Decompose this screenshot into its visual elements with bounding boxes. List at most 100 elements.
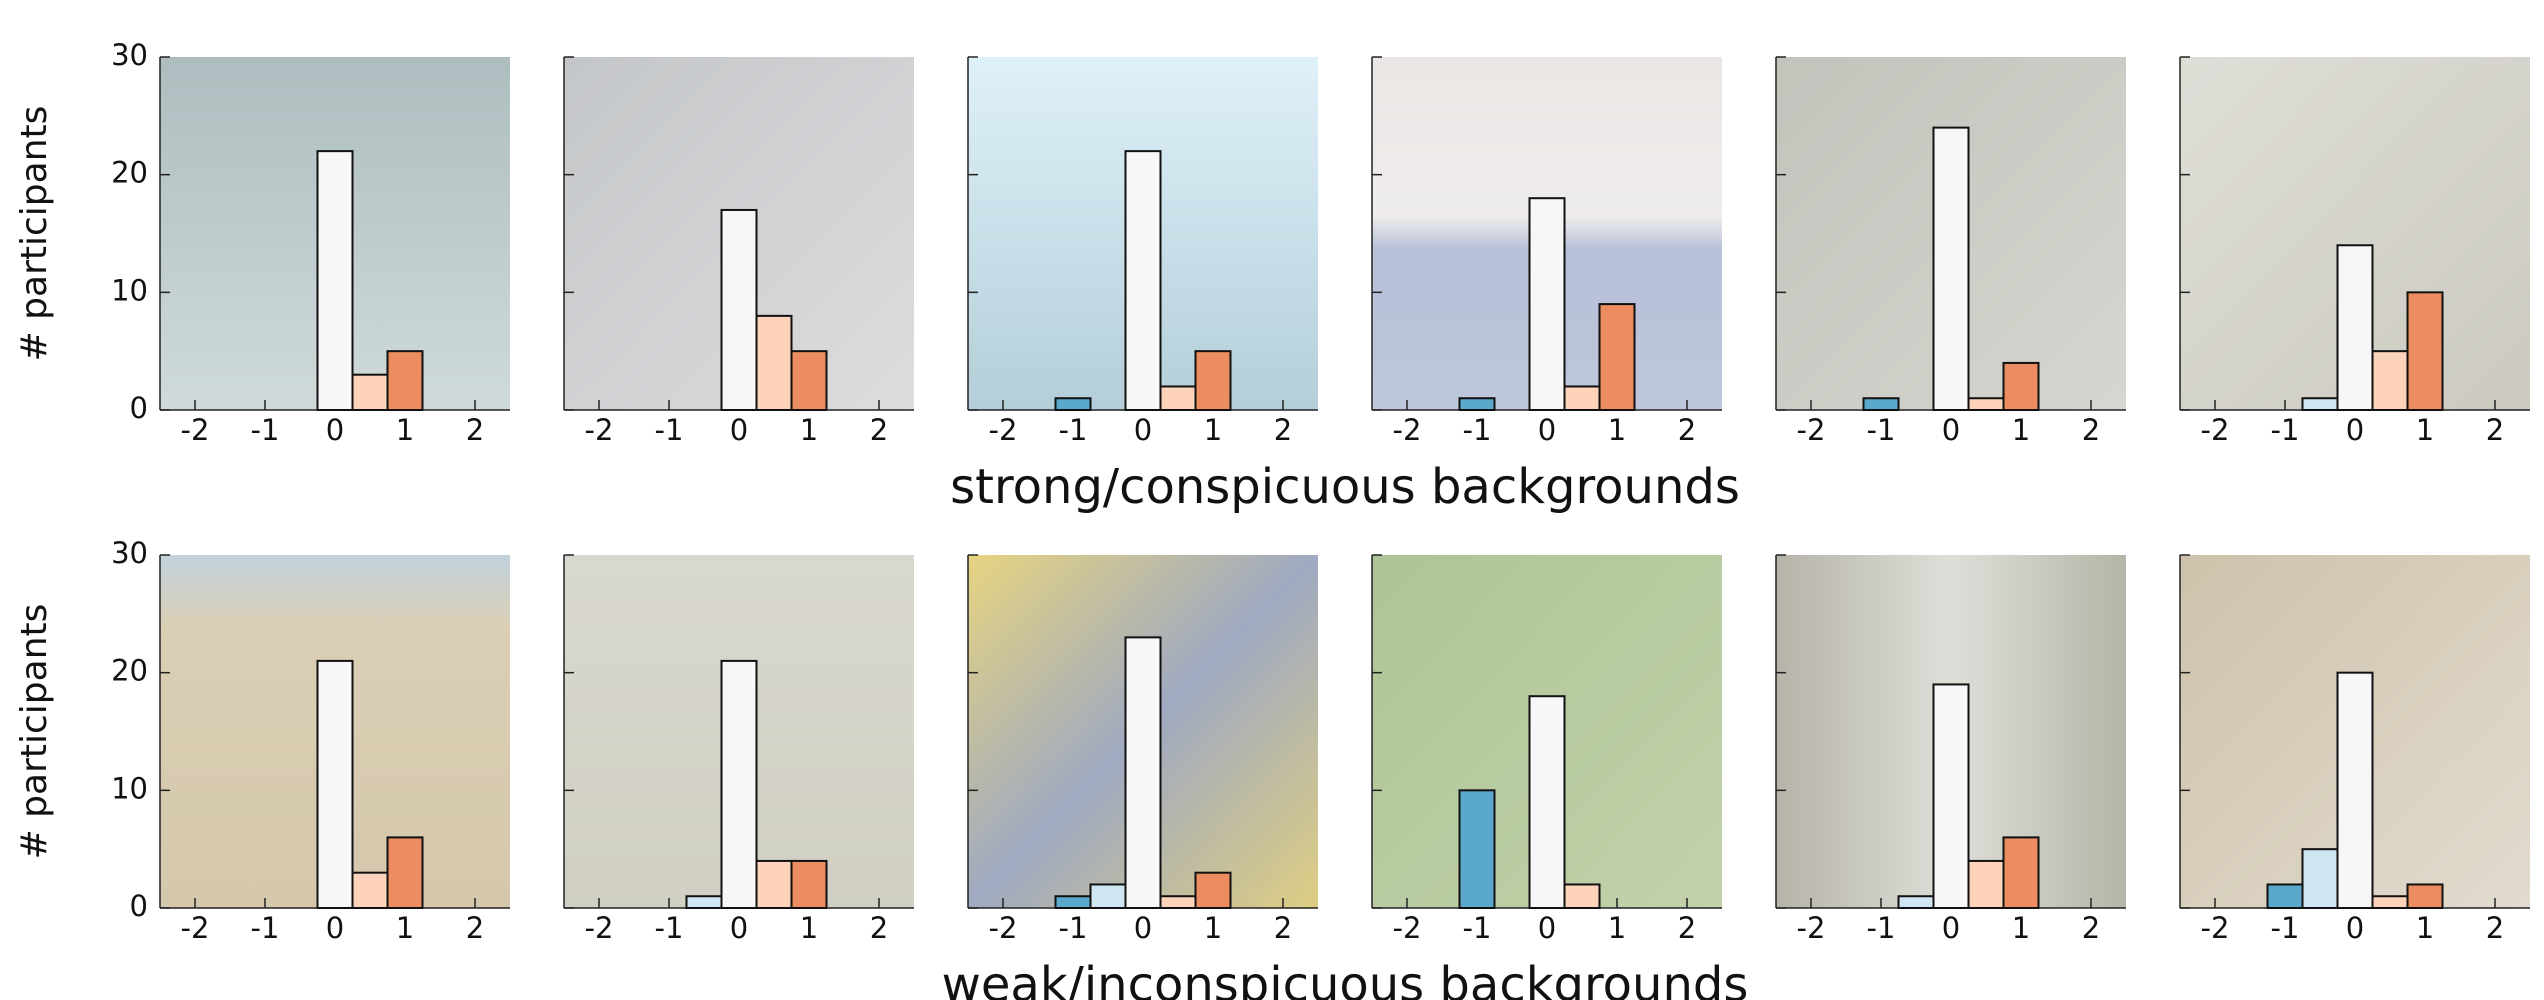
x-tick-label: 2 [2082, 413, 2100, 447]
x-tick-label: 1 [1204, 413, 1222, 447]
x-tick-label: 2 [466, 911, 484, 945]
bar [1458, 789, 1496, 909]
bar [1159, 385, 1197, 412]
x-tick-label: 1 [800, 413, 818, 447]
x-tick-label: 2 [1678, 413, 1696, 447]
x-tick-label: -1 [655, 413, 684, 447]
bar [1528, 197, 1566, 411]
x-tick-label: -1 [2271, 413, 2300, 447]
bar [2406, 291, 2444, 412]
x-tick-label: -1 [251, 911, 280, 945]
bar [1563, 385, 1601, 412]
x-tick-label: 0 [1942, 413, 1960, 447]
x-tick-label: -2 [2201, 413, 2230, 447]
bar [316, 659, 354, 910]
y-tick-label: 20 [111, 156, 148, 190]
bar [1194, 871, 1232, 910]
bar [1159, 895, 1197, 910]
x-tick-label: -1 [1463, 911, 1492, 945]
x-tick-label: -2 [585, 413, 614, 447]
x-tick-label: -2 [989, 911, 1018, 945]
x-tick-label: -1 [2271, 911, 2300, 945]
x-tick-label: -2 [989, 413, 1018, 447]
x-tick-label: -2 [585, 911, 614, 945]
x-tick-label: 2 [1678, 911, 1696, 945]
x-tick-label: 1 [396, 911, 414, 945]
x-tick-label: 2 [2486, 911, 2504, 945]
row-label: strong/conspicuous backgrounds [950, 459, 1740, 515]
bar [386, 836, 424, 910]
x-tick-label: 0 [2346, 413, 2364, 447]
bar [2336, 671, 2374, 910]
row-label: weak/inconspicuous backgrounds [942, 957, 1749, 1000]
x-tick-label: 0 [1942, 911, 1960, 945]
x-tick-label: 0 [326, 413, 344, 447]
x-tick-label: -2 [1797, 413, 1826, 447]
x-tick-label: 1 [2416, 413, 2434, 447]
bar [720, 659, 758, 910]
bar [2002, 836, 2040, 910]
x-tick-label: -2 [1393, 911, 1422, 945]
x-tick-label: 2 [1274, 911, 1292, 945]
x-tick-label: 1 [1204, 911, 1222, 945]
x-tick-label: -1 [1059, 413, 1088, 447]
x-tick-label: 0 [730, 911, 748, 945]
y-tick-label: 10 [111, 771, 148, 805]
bar [1967, 397, 2005, 412]
bar [2371, 350, 2409, 411]
bar [2266, 883, 2304, 910]
bar [2002, 361, 2040, 411]
x-tick-label: 2 [870, 911, 888, 945]
bar [1563, 883, 1601, 910]
bar [1967, 859, 2005, 910]
bar [755, 314, 793, 411]
x-tick-label: 1 [2012, 413, 2030, 447]
bar [2406, 883, 2444, 910]
bar [1528, 695, 1566, 910]
x-tick-label: -2 [1797, 911, 1826, 945]
bar [1194, 350, 1232, 411]
y-axis-label: # participants [14, 106, 55, 362]
x-tick-label: 2 [2486, 413, 2504, 447]
x-tick-label: 2 [466, 413, 484, 447]
x-tick-label: 1 [800, 911, 818, 945]
bar [1897, 895, 1935, 910]
x-tick-label: 1 [1608, 911, 1626, 945]
y-tick-label: 20 [111, 654, 148, 688]
bar [1089, 883, 1127, 910]
x-tick-label: -2 [181, 413, 210, 447]
bar [755, 859, 793, 910]
x-tick-label: 0 [1134, 413, 1152, 447]
x-tick-label: 0 [326, 911, 344, 945]
x-tick-label: 2 [870, 413, 888, 447]
bar [1054, 895, 1092, 910]
bar [386, 350, 424, 411]
bar [1932, 683, 1970, 910]
bar [316, 150, 354, 411]
bar [790, 350, 828, 411]
x-tick-label: -2 [2201, 911, 2230, 945]
x-tick-label: -1 [1867, 911, 1896, 945]
y-tick-label: 10 [111, 273, 148, 307]
y-axis-label: # participants [14, 604, 55, 860]
x-tick-label: -1 [1463, 413, 1492, 447]
x-tick-label: -1 [251, 413, 280, 447]
x-tick-label: -1 [655, 911, 684, 945]
bar [1932, 126, 1970, 411]
x-tick-label: 1 [396, 413, 414, 447]
y-tick-label: 0 [130, 889, 148, 923]
bar [351, 373, 389, 412]
bar [2371, 895, 2409, 910]
y-tick-label: 0 [130, 391, 148, 425]
x-tick-label: -2 [1393, 413, 1422, 447]
x-tick-label: 0 [1538, 413, 1556, 447]
bar [2301, 397, 2339, 412]
x-tick-label: 0 [2346, 911, 2364, 945]
bar [1124, 636, 1162, 909]
x-tick-label: 1 [1608, 413, 1626, 447]
x-tick-label: 0 [1538, 911, 1556, 945]
bar [1598, 303, 1636, 412]
x-tick-label: 0 [1134, 911, 1152, 945]
bar [720, 208, 758, 411]
